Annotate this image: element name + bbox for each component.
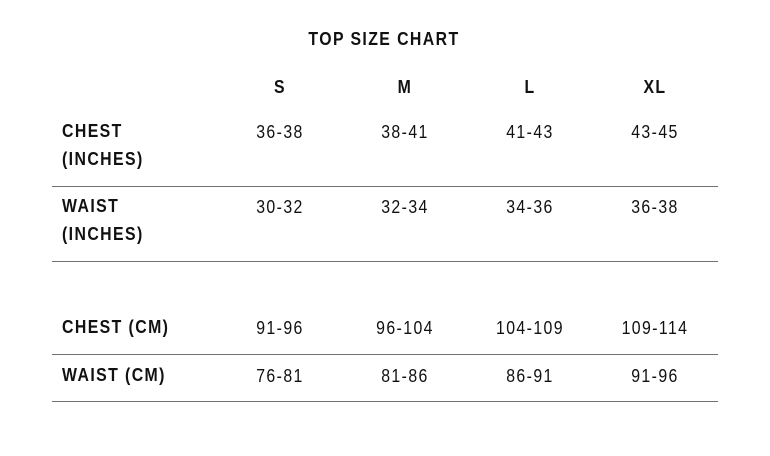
table-cell: 32-34 xyxy=(381,197,429,217)
size-header-m: M xyxy=(397,77,413,97)
table-cell: 96-104 xyxy=(376,318,434,338)
size-header-s: S xyxy=(274,77,286,97)
row-divider xyxy=(52,186,718,187)
table-cell: 109-114 xyxy=(621,318,689,338)
row-divider xyxy=(52,261,718,262)
row-label: WAIST (CM) xyxy=(62,365,166,385)
size-header-l: L xyxy=(524,77,536,97)
table-cell: 91-96 xyxy=(631,366,679,386)
table-cell: 36-38 xyxy=(631,197,679,217)
table-cell: 86-91 xyxy=(506,366,554,386)
table-cell: 104-109 xyxy=(495,318,564,338)
table-cell: 43-45 xyxy=(631,122,679,142)
row-divider xyxy=(52,354,718,355)
table-cell: 81-86 xyxy=(381,366,429,386)
table-cell: 34-36 xyxy=(506,197,554,217)
chart-title: TOP SIZE CHART xyxy=(308,29,460,49)
row-label: CHEST (CM) xyxy=(62,317,170,337)
table-cell: 76-81 xyxy=(256,366,304,386)
row-label: CHEST xyxy=(62,121,123,141)
table-cell: 91-96 xyxy=(256,318,304,338)
size-header-xl: XL xyxy=(643,77,667,97)
table-cell: 30-32 xyxy=(256,197,304,217)
table-cell: 38-41 xyxy=(381,122,429,142)
table-cell: 41-43 xyxy=(506,122,554,142)
row-label: (INCHES) xyxy=(62,224,144,244)
row-label: (INCHES) xyxy=(62,149,144,169)
row-label: WAIST xyxy=(62,196,120,216)
table-cell: 36-38 xyxy=(256,122,304,142)
row-divider xyxy=(52,401,718,402)
